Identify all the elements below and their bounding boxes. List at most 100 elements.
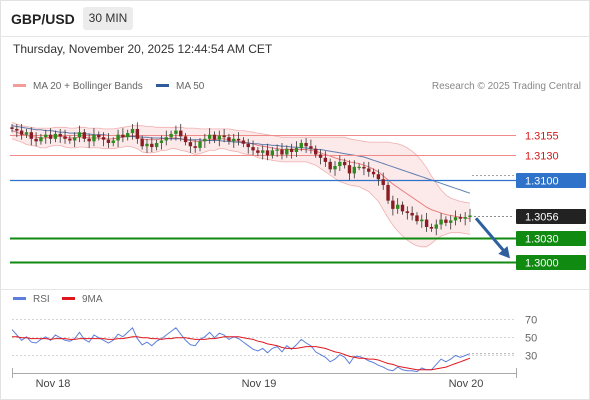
candle-body: [246, 143, 250, 148]
candle-body: [72, 137, 77, 141]
candle-body: [106, 139, 111, 143]
candle-body: [236, 138, 241, 141]
level-badge: [516, 209, 586, 224]
legend-rsi-ma-label: 9MA: [82, 294, 103, 305]
candle-body: [458, 217, 463, 219]
bollinger-swatch-icon: [13, 83, 26, 87]
rsi-ma-swatch-icon: [62, 296, 75, 300]
rsi-tick-label: 30: [525, 351, 537, 363]
candle-body: [174, 130, 178, 134]
candle-body: [410, 212, 414, 216]
candle-body: [357, 166, 361, 169]
candle-body: [256, 150, 260, 153]
level-badge: [516, 173, 586, 188]
candle-body: [333, 166, 337, 170]
ma20-line: [11, 130, 471, 220]
level-badge: [516, 255, 586, 270]
candle-body: [179, 130, 183, 137]
candle-body: [92, 134, 96, 142]
candle-body: [381, 179, 385, 185]
bollinger-band: [12, 122, 470, 247]
candle-body: [294, 147, 299, 153]
legend-ma50-label: MA 50: [176, 81, 205, 92]
candle-body: [87, 138, 91, 142]
candle-body: [121, 134, 125, 138]
legend-rsi: RSI: [13, 294, 50, 305]
candle-body: [150, 143, 154, 148]
candle-body: [352, 166, 356, 174]
candle-body: [415, 215, 419, 222]
level-label: 1.3030: [525, 234, 559, 246]
candle-body: [444, 219, 448, 223]
credit-text: Research © 2025 Trading Central: [431, 81, 581, 92]
candle-body: [265, 150, 270, 156]
legend-rsi-label: RSI: [33, 294, 50, 305]
candle-body: [82, 132, 87, 139]
legend-ma50: MA 50: [156, 81, 204, 92]
candle-body: [164, 137, 168, 141]
bollinger-lower-line: [11, 138, 471, 248]
candle-body: [183, 136, 188, 143]
level-label: 1.3100: [525, 176, 559, 188]
ma50-swatch-icon: [156, 83, 169, 87]
candle-body: [434, 224, 438, 229]
candle-body: [159, 140, 164, 143]
candle-body: [145, 143, 149, 147]
candle-body: [97, 134, 101, 138]
candle-body: [198, 141, 202, 148]
candle-body: [207, 134, 212, 139]
candle-body: [24, 132, 29, 135]
candle-body: [328, 161, 332, 170]
candle-body: [251, 147, 255, 151]
candle-body: [449, 220, 453, 223]
candle-body: [15, 128, 19, 131]
rsi-tick-label: 50: [525, 333, 537, 345]
candle-body: [424, 219, 429, 227]
candle-body: [405, 211, 410, 213]
rsi-tick-label: 70: [525, 315, 537, 327]
x-tick-label: Nov 18: [36, 378, 71, 390]
candle-body: [10, 127, 14, 129]
candle-body: [39, 137, 43, 142]
candle-body: [289, 148, 294, 153]
candle-body: [314, 148, 318, 155]
level-badge: [516, 231, 586, 246]
candle-body: [227, 137, 231, 142]
candle-body: [371, 171, 376, 175]
x-tick-label: Nov 19: [242, 378, 277, 390]
candle-body: [391, 200, 395, 209]
candle-body: [111, 140, 115, 143]
ma50-line: [11, 125, 471, 194]
candle-body: [101, 137, 106, 140]
legend-bollinger: MA 20 + Bollinger Bands: [13, 81, 143, 92]
level-label: 1.3155: [525, 131, 559, 143]
candle-body: [188, 142, 193, 147]
interval-button[interactable]: 30 MIN: [83, 7, 133, 30]
candle-body: [338, 161, 342, 167]
candle-body: [367, 168, 371, 172]
candle-body: [29, 132, 33, 139]
level-label: 1.3000: [525, 258, 559, 270]
candle-body: [299, 142, 303, 148]
candle-body: [429, 226, 434, 229]
candle-body: [376, 174, 381, 180]
candle-body: [270, 150, 275, 156]
candle-body: [140, 138, 144, 147]
candle-body: [395, 204, 400, 209]
candle-body: [285, 148, 289, 155]
level-label: 1.3056: [525, 212, 559, 224]
candle-body: [217, 135, 222, 140]
candle-body: [154, 142, 159, 148]
projection-arrowhead-icon: [498, 246, 510, 259]
candle-body: [232, 138, 236, 142]
bollinger-upper-line: [11, 122, 471, 204]
rsi-swatch-icon: [13, 296, 26, 300]
candle-body: [34, 138, 38, 142]
candle-body: [420, 219, 424, 222]
candle-body: [169, 133, 173, 138]
candle-body: [386, 184, 390, 201]
candle-body: [68, 138, 72, 141]
candle-body: [222, 135, 226, 138]
candle-body: [463, 217, 467, 219]
